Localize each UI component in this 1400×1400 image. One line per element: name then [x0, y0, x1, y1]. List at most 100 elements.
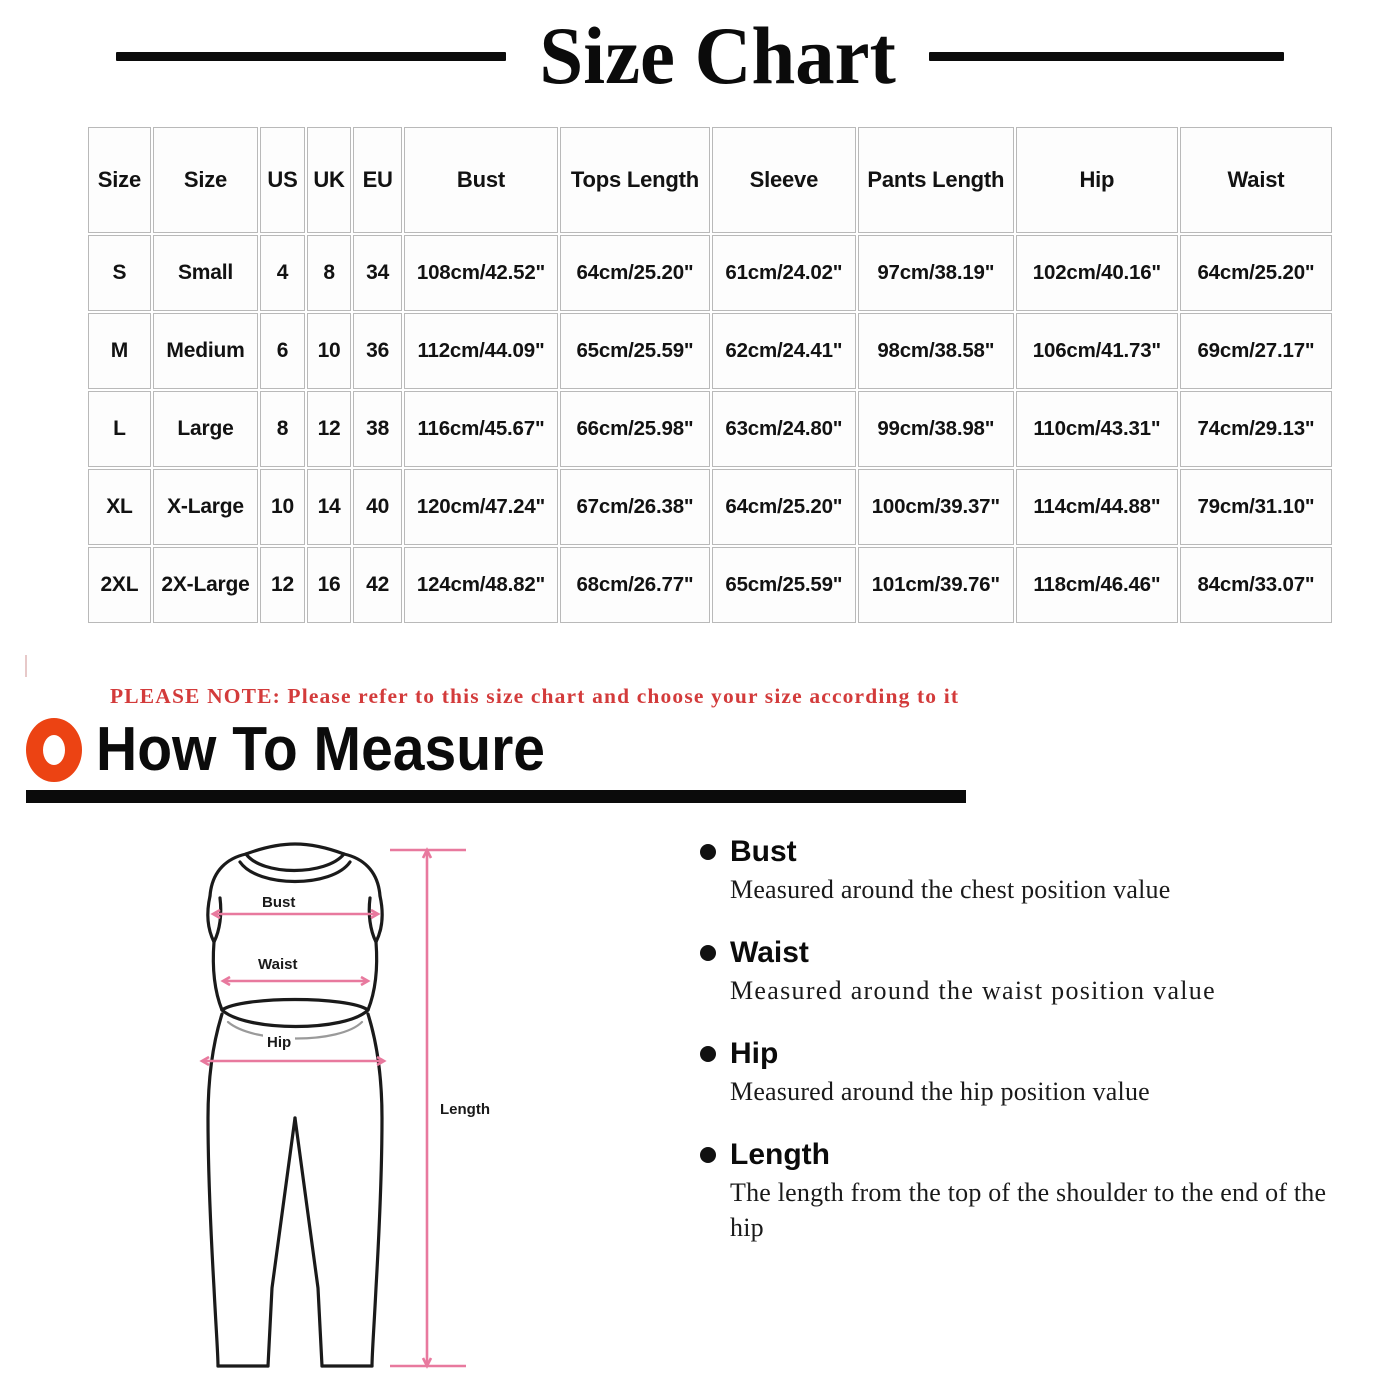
table-row: 2XL 2X-Large 12 16 42 124cm/48.82" 68cm/26.77"… [88, 547, 1332, 623]
table-cell: 97cm/38.19" [857, 235, 1014, 311]
table-header-cell: EU [353, 127, 402, 233]
table-cell: M [88, 313, 151, 389]
figure-label-bust: Bust [258, 894, 300, 911]
figure-label-length: Length [436, 1101, 494, 1118]
table-cell: 101cm/39.76" [857, 547, 1014, 623]
table-header-cell: Size [88, 127, 151, 233]
table-header-cell: Waist [1179, 127, 1332, 233]
table-cell: 36 [353, 313, 402, 389]
table-cell: 112cm/44.09" [403, 313, 558, 389]
table-cell: 8 [260, 391, 305, 467]
table-cell: X-Large [152, 469, 259, 545]
measurement-item: Bust Measured around the chest position v… [700, 835, 1340, 907]
table-row: S Small 4 8 34 108cm/42.52" 64cm/25.20" 61cm/24… [88, 235, 1332, 311]
table-cell: Medium [152, 313, 259, 389]
bullet-dot-icon [700, 843, 716, 860]
table-header-cell: Pants Length [857, 127, 1014, 233]
measurement-item-header: Length [700, 1138, 1340, 1171]
table-cell: 12 [260, 547, 305, 623]
table-cell: 108cm/42.52" [403, 235, 558, 311]
table-cell: 66cm/25.98" [559, 391, 710, 467]
measurement-item-description: The length from the top of the shoulder … [730, 1178, 1327, 1243]
table-cell: 42 [353, 547, 402, 623]
measurement-item-description: Measured around the chest position value [730, 875, 1171, 904]
table-cell: 2X-Large [152, 547, 259, 623]
table-cell: 69cm/27.17" [1179, 313, 1332, 389]
size-chart-table: Size Size US UK EU Bust Tops Length Sleeve Pants… [86, 125, 1334, 625]
table-header-cell: Hip [1015, 127, 1178, 233]
title-rule-right-icon [929, 51, 1285, 61]
table-cell: 16 [306, 547, 352, 623]
measurement-definitions-list: Bust Measured around the chest position v… [700, 835, 1340, 1274]
table-cell: 10 [306, 313, 352, 389]
table-cell: 68cm/26.77" [559, 547, 710, 623]
size-chart-table-container: Size Size US UK EU Bust Tops Length Sleeve Pants… [86, 125, 1334, 625]
measurement-item: Length The length from the top of the sho… [700, 1138, 1340, 1245]
stray-tick-mark [25, 655, 27, 677]
table-cell: 38 [353, 391, 402, 467]
measurement-item-description: Measured around the waist position value [730, 976, 1216, 1006]
measurement-item-title: Bust [730, 835, 797, 868]
table-row: M Medium 6 10 36 112cm/44.09" 65cm/25.59" 62cm/… [88, 313, 1332, 389]
table-cell: 99cm/38.98" [857, 391, 1014, 467]
table-cell: 65cm/25.59" [559, 313, 710, 389]
table-row: XL X-Large 10 14 40 120cm/47.24" 67cm/26.38" 64… [88, 469, 1332, 545]
measurement-item-header: Waist [700, 936, 1340, 969]
measurement-figure: Bust Waist Hip Length [150, 818, 550, 1388]
table-cell: 67cm/26.38" [559, 469, 710, 545]
title-rule-left-icon [115, 51, 506, 61]
table-cell: 2XL [88, 547, 151, 623]
table-row: L Large 8 12 38 116cm/45.67" 66cm/25.98" 63cm/2… [88, 391, 1332, 467]
table-cell: 10 [260, 469, 305, 545]
table-cell: 40 [353, 469, 402, 545]
table-header-cell: Sleeve [711, 127, 856, 233]
table-cell: 106cm/41.73" [1015, 313, 1178, 389]
measurement-item-title: Hip [730, 1037, 779, 1071]
how-to-measure-underline-bar [26, 790, 966, 803]
table-cell: 65cm/25.59" [711, 547, 856, 623]
table-cell: 61cm/24.02" [711, 235, 856, 311]
table-cell: 120cm/47.24" [403, 469, 558, 545]
table-cell: 98cm/38.58" [857, 313, 1014, 389]
table-cell: 114cm/44.88" [1015, 469, 1178, 545]
table-cell: 4 [260, 235, 305, 311]
table-cell: Small [152, 235, 259, 311]
measurement-item: Hip Measured around the hip position valu… [700, 1037, 1340, 1109]
bullet-dot-icon [700, 944, 716, 961]
measurement-item: Waist Measured around the waist position … [700, 936, 1340, 1008]
table-cell: S [88, 235, 151, 311]
table-cell: 100cm/39.37" [857, 469, 1014, 545]
measurement-item-header: Bust [700, 835, 1340, 868]
table-cell: 74cm/29.13" [1179, 391, 1332, 467]
table-cell: 79cm/31.10" [1179, 469, 1332, 545]
how-to-measure-heading-row: How To Measure [26, 718, 584, 782]
measurement-item-description: Measured around the hip position value [730, 1077, 1150, 1107]
table-header-cell: Tops Length [559, 127, 710, 233]
figure-label-hip: Hip [263, 1034, 296, 1051]
measurement-item-header: Hip [700, 1037, 1340, 1070]
table-cell: L [88, 391, 151, 467]
table-cell: 14 [306, 469, 352, 545]
table-header-row: Size Size US UK EU Bust Tops Length Sleeve Pants… [88, 127, 1332, 233]
please-note-text: PLEASE NOTE: Please refer to this size c… [110, 684, 960, 708]
table-header-cell: Bust [403, 127, 558, 233]
measurement-item-title: Waist [730, 936, 809, 970]
bullet-dot-icon [700, 1146, 716, 1163]
page-title-row: Size Chart [0, 8, 1400, 104]
table-cell: 118cm/46.46" [1015, 547, 1178, 623]
table-cell: 8 [306, 235, 352, 311]
how-to-measure-heading: How To Measure [96, 715, 546, 784]
table-cell: 34 [353, 235, 402, 311]
table-header-cell: UK [306, 127, 352, 233]
table-cell: 110cm/43.31" [1015, 391, 1178, 467]
table-cell: 116cm/45.67" [403, 391, 558, 467]
table-cell: 124cm/48.82" [403, 547, 558, 623]
table-cell: 84cm/33.07" [1179, 547, 1332, 623]
table-cell: 64cm/25.20" [711, 469, 856, 545]
table-cell: 64cm/25.20" [559, 235, 710, 311]
table-cell: 64cm/25.20" [1179, 235, 1332, 311]
table-cell: 63cm/24.80" [711, 391, 856, 467]
table-cell: XL [88, 469, 151, 545]
figure-label-waist: Waist [254, 956, 302, 973]
ring-icon [26, 718, 82, 782]
